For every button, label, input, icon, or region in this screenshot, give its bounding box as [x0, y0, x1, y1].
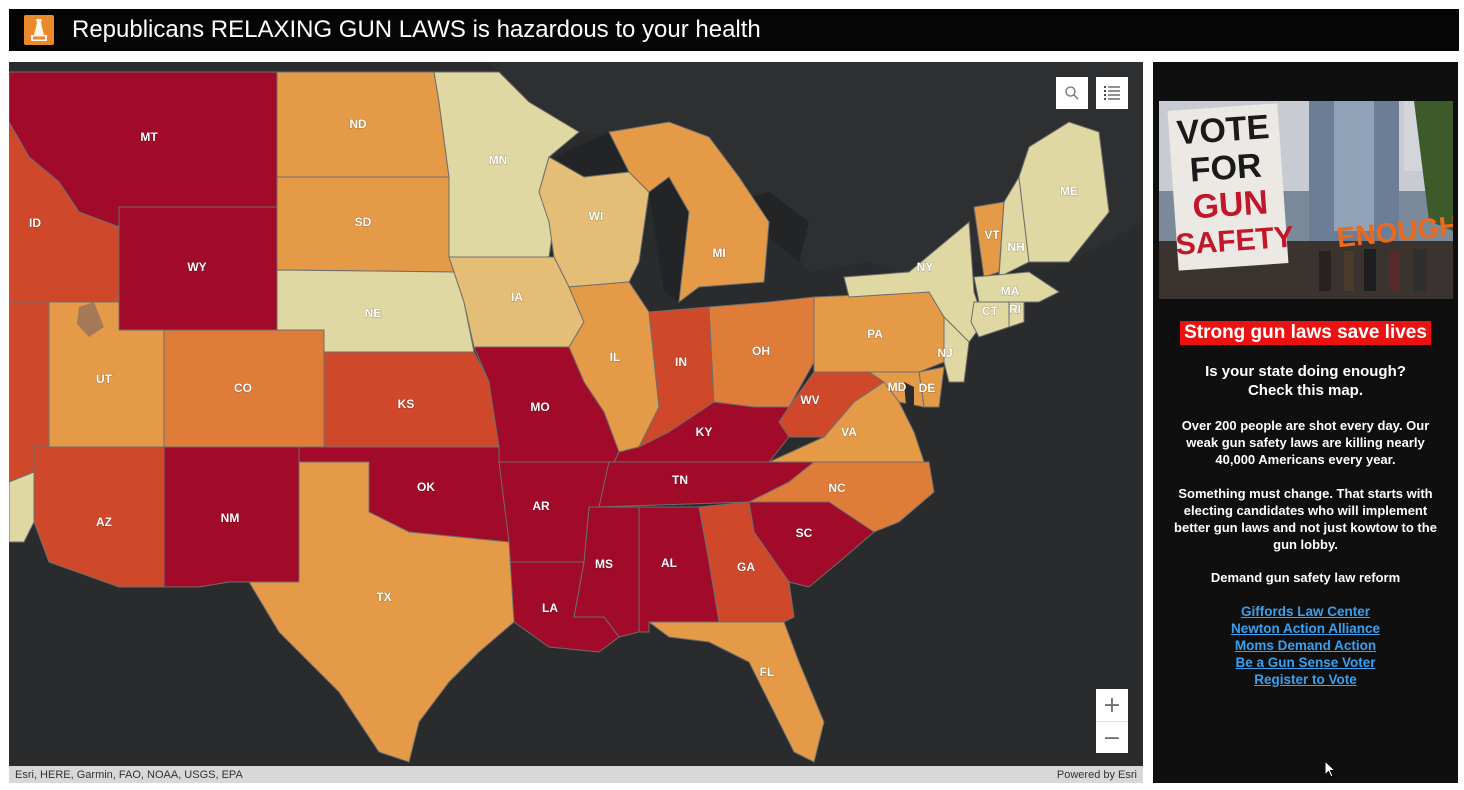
- state-label-SC: SC: [796, 526, 813, 540]
- app-logo-icon: [24, 15, 54, 45]
- map-legend-button[interactable]: [1096, 77, 1128, 109]
- state-label-MO: MO: [530, 400, 549, 414]
- state-label-IL: IL: [610, 350, 621, 364]
- state-NJ[interactable]: [943, 315, 970, 383]
- svg-text:FOR: FOR: [1189, 147, 1263, 190]
- link-register-to-vote[interactable]: Register to Vote: [1254, 672, 1357, 687]
- state-label-OK: OK: [417, 480, 435, 494]
- page-title: Republicans RELAXING GUN LAWS is hazardo…: [72, 16, 761, 43]
- state-label-UT: UT: [96, 372, 113, 386]
- state-MI[interactable]: [608, 121, 770, 304]
- state-AL[interactable]: [638, 506, 720, 633]
- para2-line-2: electing candidates who will implement: [1183, 503, 1428, 518]
- state-label-OH: OH: [752, 344, 770, 358]
- state-FL[interactable]: [647, 621, 825, 763]
- attribution-text[interactable]: Esri, HERE, Garmin, FAO, NOAA, USGS, EPA: [15, 768, 243, 781]
- state-label-MT: MT: [140, 130, 158, 144]
- state-label-NC: NC: [828, 481, 846, 495]
- state-ME[interactable]: [1018, 121, 1110, 263]
- state-label-VA: VA: [841, 425, 857, 439]
- info-panel: VOTE FOR GUN SAFETY ENOUGH Strong gun la…: [1153, 62, 1458, 783]
- para2-line-1: Something must change. That starts with: [1178, 486, 1433, 501]
- state-label-FL: FL: [760, 665, 775, 679]
- state-label-GA: GA: [737, 560, 755, 574]
- mouse-cursor-icon: [1324, 760, 1337, 778]
- state-label-MN: MN: [489, 153, 508, 167]
- svg-text:GUN: GUN: [1191, 183, 1269, 226]
- map-attribution-bar: Esri, HERE, Garmin, FAO, NOAA, USGS, EPA…: [9, 766, 1143, 783]
- state-label-NM: NM: [221, 511, 240, 525]
- state-RI[interactable]: [1008, 301, 1025, 328]
- link-be-a-gun-sense-voter[interactable]: Be a Gun Sense Voter: [1235, 655, 1376, 670]
- link-giffords-law-center[interactable]: Giffords Law Center: [1240, 604, 1370, 619]
- state-label-VT: VT: [984, 228, 1000, 242]
- para2-line-4: gun lobby.: [1273, 537, 1338, 552]
- para1-line-3: 40,000 Americans every year.: [1215, 452, 1396, 467]
- demand-text: Demand gun safety law reform: [1210, 570, 1401, 585]
- map-search-button[interactable]: [1056, 77, 1088, 109]
- state-label-MI: MI: [712, 246, 725, 260]
- zoom-control: + −: [1096, 689, 1128, 753]
- state-label-TX: TX: [376, 590, 391, 604]
- state-label-KS: KS: [398, 397, 415, 411]
- app-header: Republicans RELAXING GUN LAWS is hazardo…: [9, 9, 1459, 51]
- state-MA[interactable]: [973, 271, 1060, 303]
- para1-line-1: Over 200 people are shot every day. Our: [1181, 418, 1430, 433]
- state-label-TN: TN: [672, 473, 688, 487]
- state-label-WY: WY: [187, 260, 206, 274]
- para1-line-2: weak gun safety laws are killing nearly: [1186, 435, 1425, 450]
- state-label-KY: KY: [696, 425, 713, 439]
- state-label-NY: NY: [917, 260, 934, 274]
- states-layer[interactable]: MT ID WY ND SD NE MN WI MI IA IL IN OH PA NY VT NH ME MACT…: [9, 62, 1143, 783]
- link-newton-action-alliance[interactable]: Newton Action Alliance: [1230, 621, 1380, 636]
- zoom-in-button[interactable]: +: [1102, 692, 1122, 718]
- search-icon: [1065, 86, 1079, 100]
- protest-sign: VOTE FOR GUN SAFETY: [1167, 103, 1295, 271]
- state-NV[interactable]: [9, 301, 50, 483]
- state-label-AZ: AZ: [96, 515, 112, 529]
- question-line-1: Is your state doing enough?: [1205, 363, 1406, 380]
- zoom-out-button[interactable]: −: [1096, 721, 1128, 754]
- state-label-IA: IA: [511, 290, 523, 304]
- state-label-ME: ME: [1060, 184, 1078, 198]
- state-label-NJ: NJ: [937, 346, 952, 360]
- state-label-RI: RI: [1009, 302, 1021, 316]
- panel-headline: Strong gun laws save lives: [1180, 321, 1431, 345]
- map-view[interactable]: MT ID WY ND SD NE MN WI MI IA IL IN OH PA NY VT NH ME MA CT…: [9, 62, 1143, 783]
- links-list: Giffords Law Center Newton Action Allian…: [1161, 603, 1450, 688]
- state-label-NE: NE: [365, 306, 382, 320]
- state-label-LA: LA: [542, 601, 558, 615]
- powered-by-link[interactable]: Powered by Esri: [1056, 768, 1137, 781]
- state-label-SD: SD: [355, 215, 372, 229]
- state-label-CT: CT: [982, 304, 999, 318]
- state-label-PA: PA: [867, 327, 883, 341]
- state-label-MS: MS: [595, 557, 613, 571]
- state-CA[interactable]: [9, 471, 35, 543]
- svg-text:VOTE: VOTE: [1176, 108, 1271, 152]
- state-label-DE: DE: [919, 381, 936, 395]
- svg-text:SAFETY: SAFETY: [1175, 221, 1295, 262]
- state-label-MD: MD: [888, 380, 907, 394]
- state-LA[interactable]: [508, 561, 620, 653]
- link-moms-demand-action[interactable]: Moms Demand Action: [1234, 638, 1377, 653]
- state-label-AR: AR: [532, 499, 550, 513]
- state-label-CO: CO: [234, 381, 252, 395]
- state-label-AL: AL: [661, 556, 677, 570]
- state-label-ND: ND: [349, 117, 367, 131]
- para2-line-3: better gun laws and not just kowtow to t…: [1174, 520, 1437, 535]
- state-label-ID: ID: [29, 216, 41, 230]
- state-label-WV: WV: [800, 393, 819, 407]
- state-label-IN: IN: [675, 355, 687, 369]
- legend-list-icon: [1104, 86, 1120, 100]
- state-CT[interactable]: [970, 301, 1010, 338]
- state-VA[interactable]: [768, 381, 925, 463]
- state-label-NH: NH: [1007, 240, 1024, 254]
- state-label-WI: WI: [589, 209, 604, 223]
- rally-photo: VOTE FOR GUN SAFETY ENOUGH: [1159, 101, 1453, 299]
- state-label-MA: MA: [1001, 284, 1020, 298]
- question-line-2: Check this map.: [1247, 382, 1364, 399]
